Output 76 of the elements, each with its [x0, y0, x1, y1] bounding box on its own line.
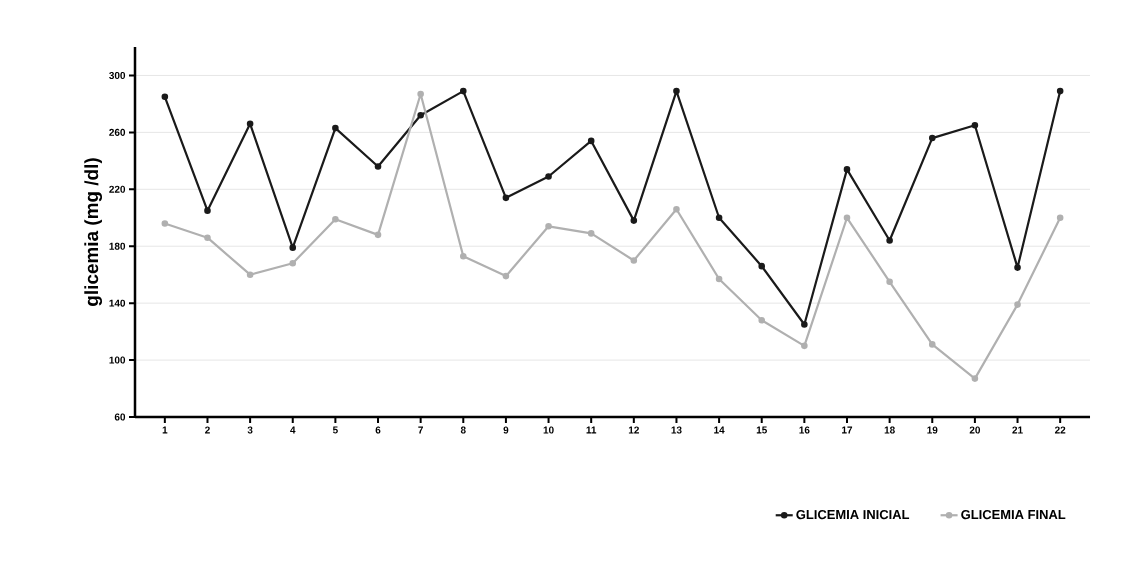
x-tick-label: 3	[247, 426, 253, 434]
point	[289, 260, 297, 267]
point	[843, 166, 851, 173]
point	[715, 275, 723, 283]
point	[417, 90, 424, 98]
point	[1056, 214, 1064, 222]
point	[971, 375, 979, 382]
point	[374, 231, 382, 239]
x-tick-label: 10	[543, 426, 554, 434]
x-tick-label: 12	[628, 426, 639, 434]
y-tick-label: 260	[109, 128, 126, 136]
x-tick-label: 7	[418, 426, 423, 434]
point	[459, 252, 467, 260]
y-tick-label: 300	[109, 71, 126, 79]
point	[886, 237, 893, 244]
point	[758, 316, 766, 324]
point	[459, 87, 467, 95]
point	[587, 230, 595, 237]
point	[417, 112, 424, 119]
legend-label: GLICEMIA INICIAL	[796, 509, 910, 520]
point	[928, 134, 936, 142]
point	[332, 215, 339, 223]
point	[204, 234, 211, 241]
y-tick-label: 140	[109, 299, 126, 307]
x-tick-label: 1	[162, 426, 168, 434]
point	[332, 124, 339, 132]
point	[843, 214, 851, 222]
x-tick-label: 9	[503, 426, 509, 434]
point	[630, 257, 638, 264]
point	[545, 173, 552, 180]
point	[587, 137, 595, 145]
y-tick-label: 100	[109, 356, 126, 364]
point	[246, 120, 254, 128]
point	[1014, 301, 1021, 308]
x-tick-label: 19	[927, 426, 938, 434]
point	[715, 214, 723, 222]
x-tick-label: 16	[799, 426, 810, 434]
point	[161, 93, 169, 101]
x-tick-label: 2	[205, 426, 210, 434]
x-tick-label: 8	[460, 426, 466, 434]
point	[161, 220, 169, 227]
point	[758, 262, 766, 270]
point	[886, 278, 893, 286]
point	[1014, 264, 1021, 271]
y-tick-label: 60	[114, 413, 126, 421]
point	[246, 271, 254, 278]
x-tick-label: 15	[756, 426, 767, 434]
point	[289, 244, 297, 251]
x-tick-label: 21	[1012, 426, 1023, 434]
point	[630, 217, 638, 224]
x-tick-label: 11	[586, 426, 597, 434]
point	[673, 205, 680, 213]
x-tick-label: 13	[671, 426, 682, 434]
point	[1056, 87, 1064, 95]
y-axis-title: glicemia (mg /dl)	[84, 158, 103, 306]
x-tick-label: 6	[375, 426, 381, 434]
x-tick-label: 20	[969, 426, 981, 434]
y-tick-label: 180	[109, 242, 126, 250]
x-tick-label: 4	[290, 426, 296, 434]
x-tick-label: 22	[1054, 426, 1066, 434]
point	[204, 207, 211, 214]
point	[801, 342, 808, 350]
point	[801, 321, 808, 328]
point	[673, 87, 680, 95]
point	[928, 341, 936, 348]
legend-label: GLICEMIA FINAL	[961, 509, 1066, 520]
point	[545, 223, 552, 230]
point	[502, 194, 510, 202]
x-tick-label: 14	[714, 426, 725, 434]
x-tick-label: 18	[884, 426, 895, 434]
point	[374, 163, 382, 170]
y-tick-label: 220	[109, 185, 126, 193]
x-tick-label: 17	[842, 426, 853, 434]
point	[971, 121, 979, 129]
x-tick-label: 5	[332, 426, 338, 434]
point	[502, 272, 510, 280]
